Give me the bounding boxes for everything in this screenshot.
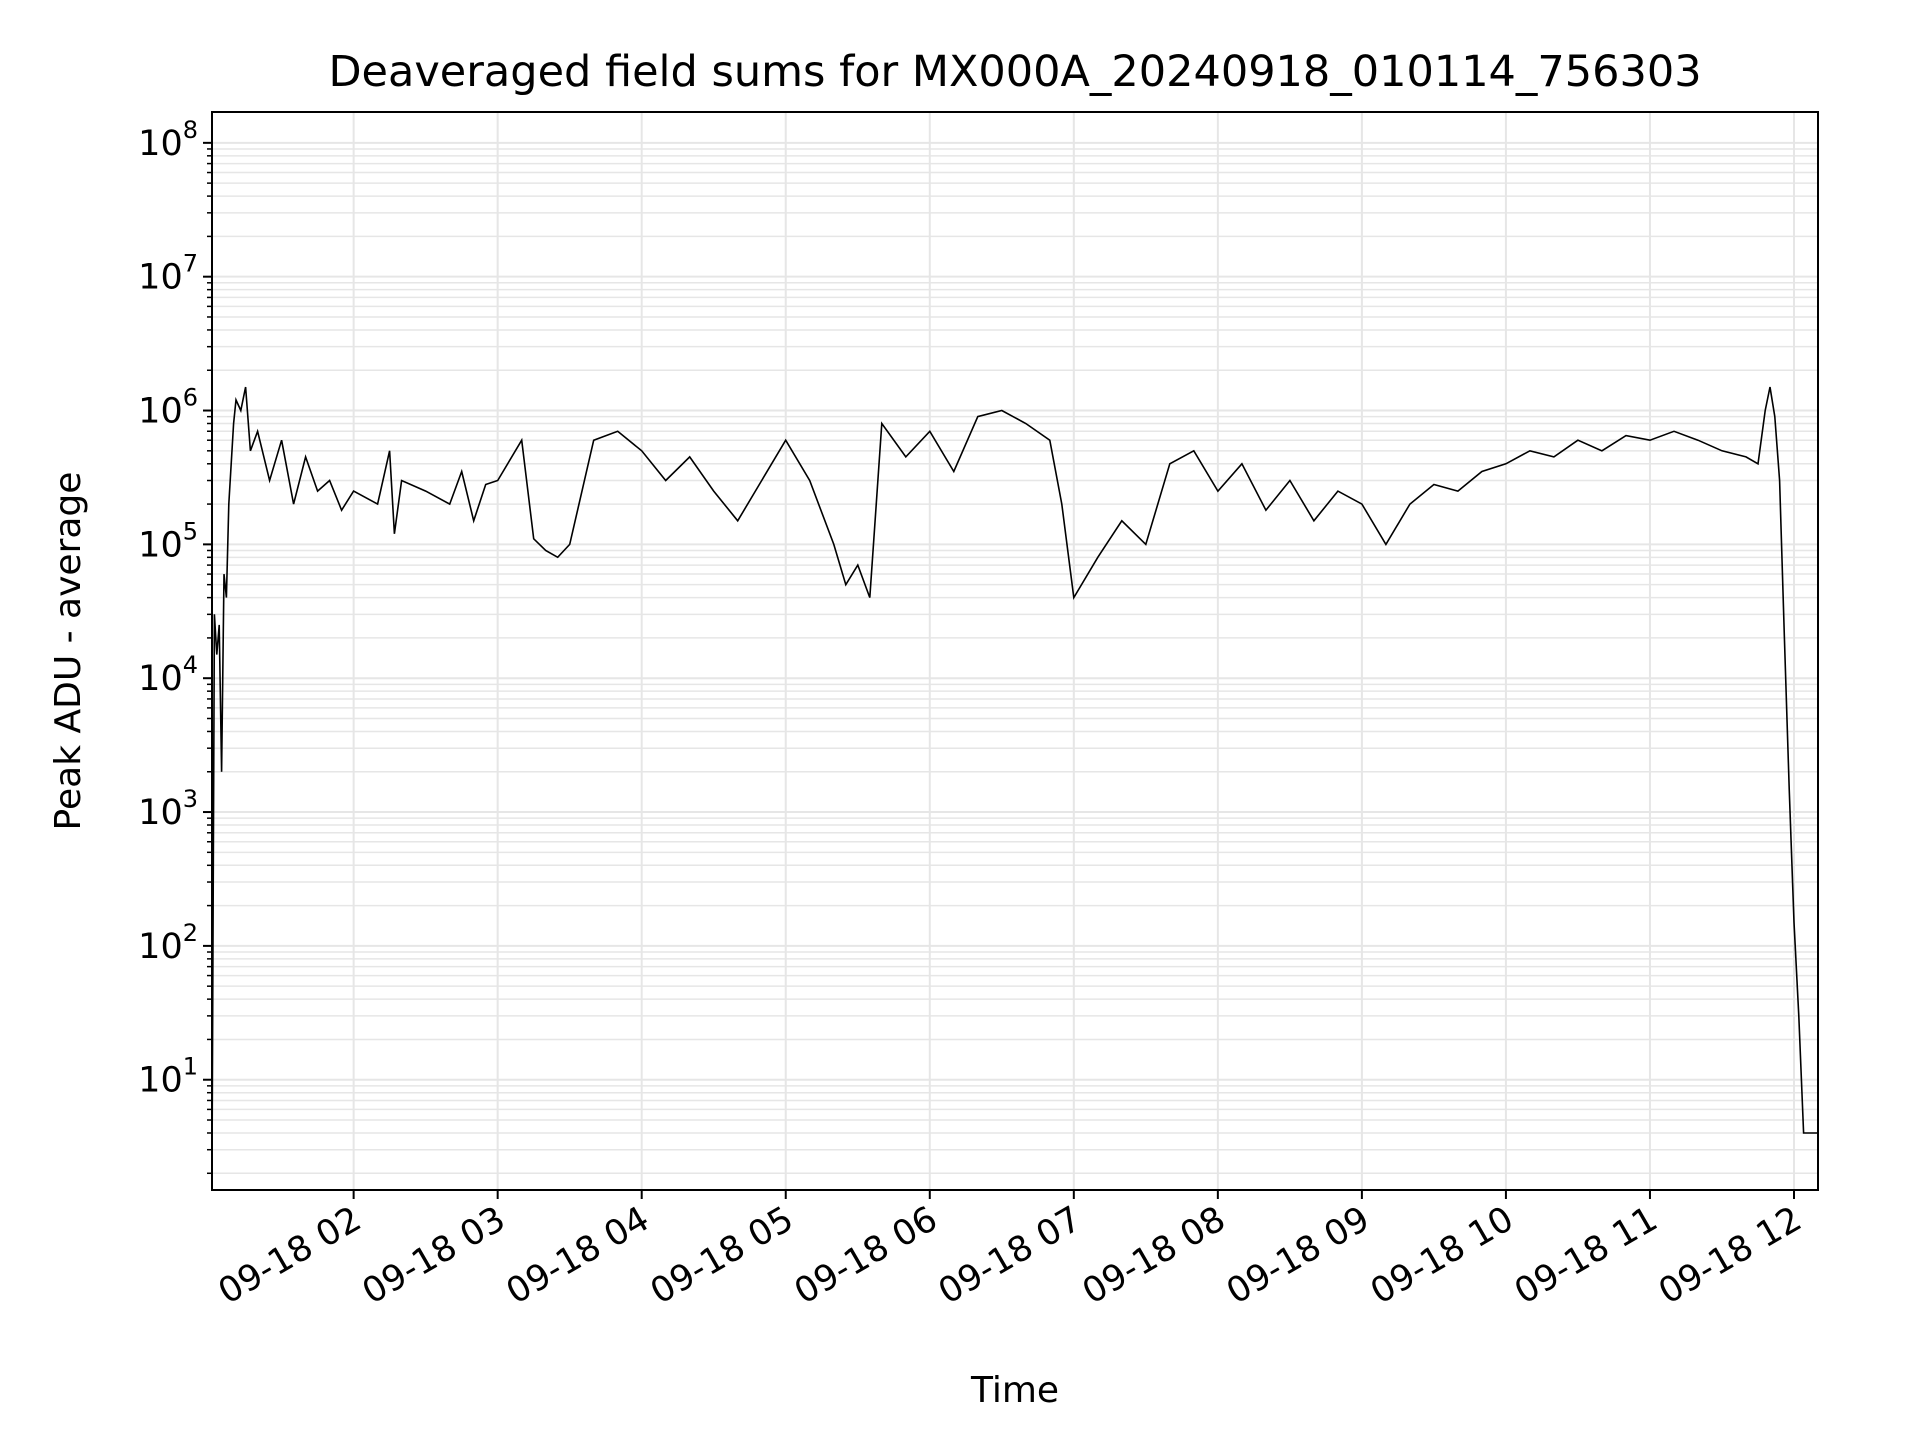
x-tick-label: 09-18 12: [1652, 1199, 1808, 1312]
series-line: [211, 386, 1818, 1174]
x-tick-label: 09-18 11: [1508, 1199, 1664, 1312]
y-axis-ticks: 101 102 103 104 105 106 107 108: [138, 116, 212, 1175]
chart-title: Deaveraged field sums for MX000A_2024091…: [328, 47, 1701, 97]
x-tick-label: 09-18 02: [212, 1199, 368, 1312]
y-tick-label: 102: [138, 919, 198, 967]
y-tick-label: 106: [138, 384, 198, 432]
y-tick-label: 104: [138, 651, 198, 699]
x-tick-label: 09-18 08: [1076, 1199, 1232, 1312]
y-tick-label: 103: [138, 785, 198, 833]
x-tick-label: 09-18 03: [356, 1199, 512, 1312]
x-tick-label: 09-18 06: [788, 1199, 944, 1312]
x-tick-label: 09-18 04: [500, 1199, 656, 1312]
y-tick-label: 108: [138, 116, 198, 164]
x-tick-label: 09-18 07: [932, 1199, 1088, 1312]
y-axis-label: Peak ADU - average: [48, 472, 89, 831]
x-tick-label: 09-18 09: [1220, 1199, 1376, 1312]
x-tick-label: 09-18 05: [644, 1199, 800, 1312]
y-tick-label: 107: [138, 250, 198, 298]
y-tick-label: 105: [138, 517, 198, 565]
x-tick-label: 09-18 10: [1364, 1199, 1520, 1312]
plot-frame: [211, 111, 1819, 1191]
x-axis-label: Time: [970, 1370, 1059, 1411]
grid-lines: [212, 112, 1818, 1190]
y-tick-label: 101: [138, 1053, 198, 1101]
plot-background: [212, 112, 1818, 1190]
